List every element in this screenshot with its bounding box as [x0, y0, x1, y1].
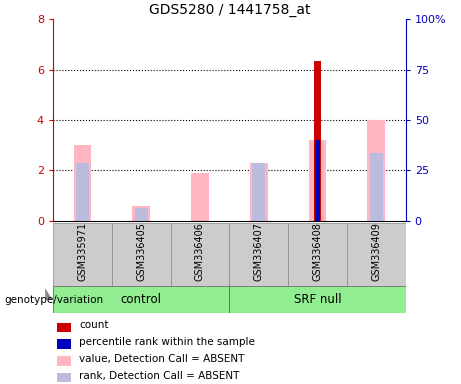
Text: genotype/variation: genotype/variation	[5, 295, 104, 305]
Text: GSM336407: GSM336407	[254, 222, 264, 281]
Bar	[252, 163, 265, 221]
Bar	[171, 223, 230, 286]
Bar	[191, 173, 209, 221]
Bar	[57, 339, 71, 349]
Bar	[53, 223, 112, 286]
Bar	[309, 140, 326, 221]
Bar	[250, 163, 267, 221]
Bar	[347, 223, 406, 286]
Bar	[57, 356, 71, 366]
Bar	[57, 323, 71, 332]
Bar	[229, 286, 406, 313]
Bar	[112, 223, 171, 286]
Polygon shape	[45, 288, 52, 300]
Bar	[367, 120, 385, 221]
Text: SRF null: SRF null	[294, 293, 341, 306]
Text: rank, Detection Call = ABSENT: rank, Detection Call = ABSENT	[79, 371, 240, 381]
Bar	[53, 286, 230, 313]
Text: GSM336405: GSM336405	[136, 222, 146, 281]
Bar	[74, 145, 91, 221]
Text: value, Detection Call = ABSENT: value, Detection Call = ABSENT	[79, 354, 245, 364]
Text: GSM335971: GSM335971	[77, 222, 88, 281]
Text: percentile rank within the sample: percentile rank within the sample	[79, 337, 255, 347]
Text: control: control	[121, 293, 162, 306]
Bar	[315, 140, 320, 221]
Bar	[76, 163, 89, 221]
Text: GSM336408: GSM336408	[313, 222, 323, 281]
Bar	[314, 61, 321, 221]
Bar	[370, 153, 383, 221]
Text: GSM336409: GSM336409	[371, 222, 381, 281]
Title: GDS5280 / 1441758_at: GDS5280 / 1441758_at	[148, 3, 310, 17]
Text: count: count	[79, 320, 109, 330]
Bar	[132, 206, 150, 221]
Bar	[288, 223, 347, 286]
Bar	[135, 208, 148, 221]
Text: GSM336406: GSM336406	[195, 222, 205, 281]
Bar	[57, 373, 71, 382]
Bar	[229, 223, 288, 286]
